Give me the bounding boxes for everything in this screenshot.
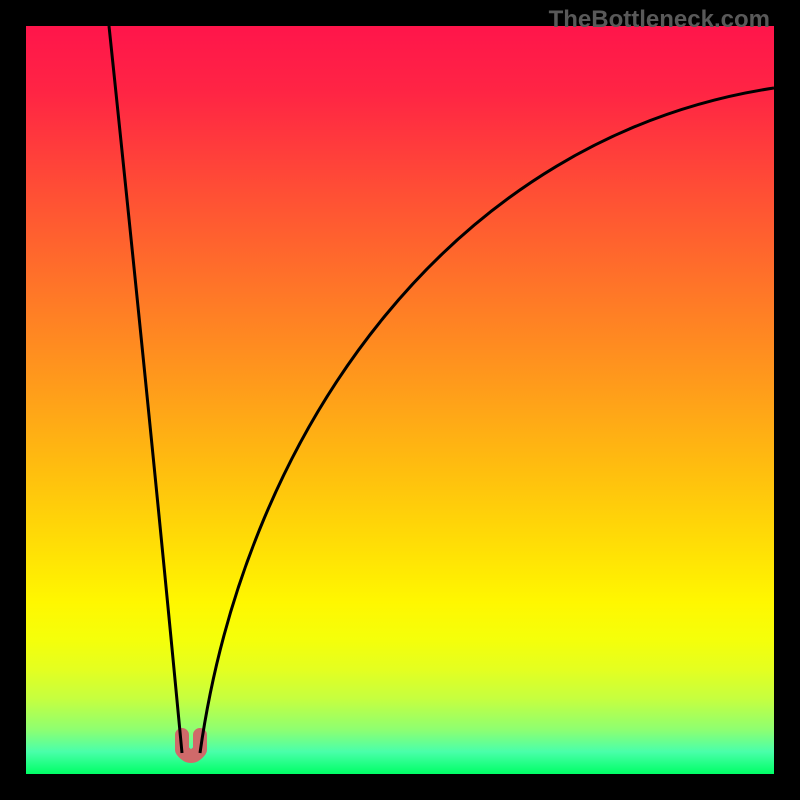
chart-container: TheBottleneck.com: [0, 0, 800, 800]
gradient-background: [26, 26, 774, 774]
watermark-text: TheBottleneck.com: [549, 6, 770, 34]
chart-svg: [0, 0, 800, 800]
